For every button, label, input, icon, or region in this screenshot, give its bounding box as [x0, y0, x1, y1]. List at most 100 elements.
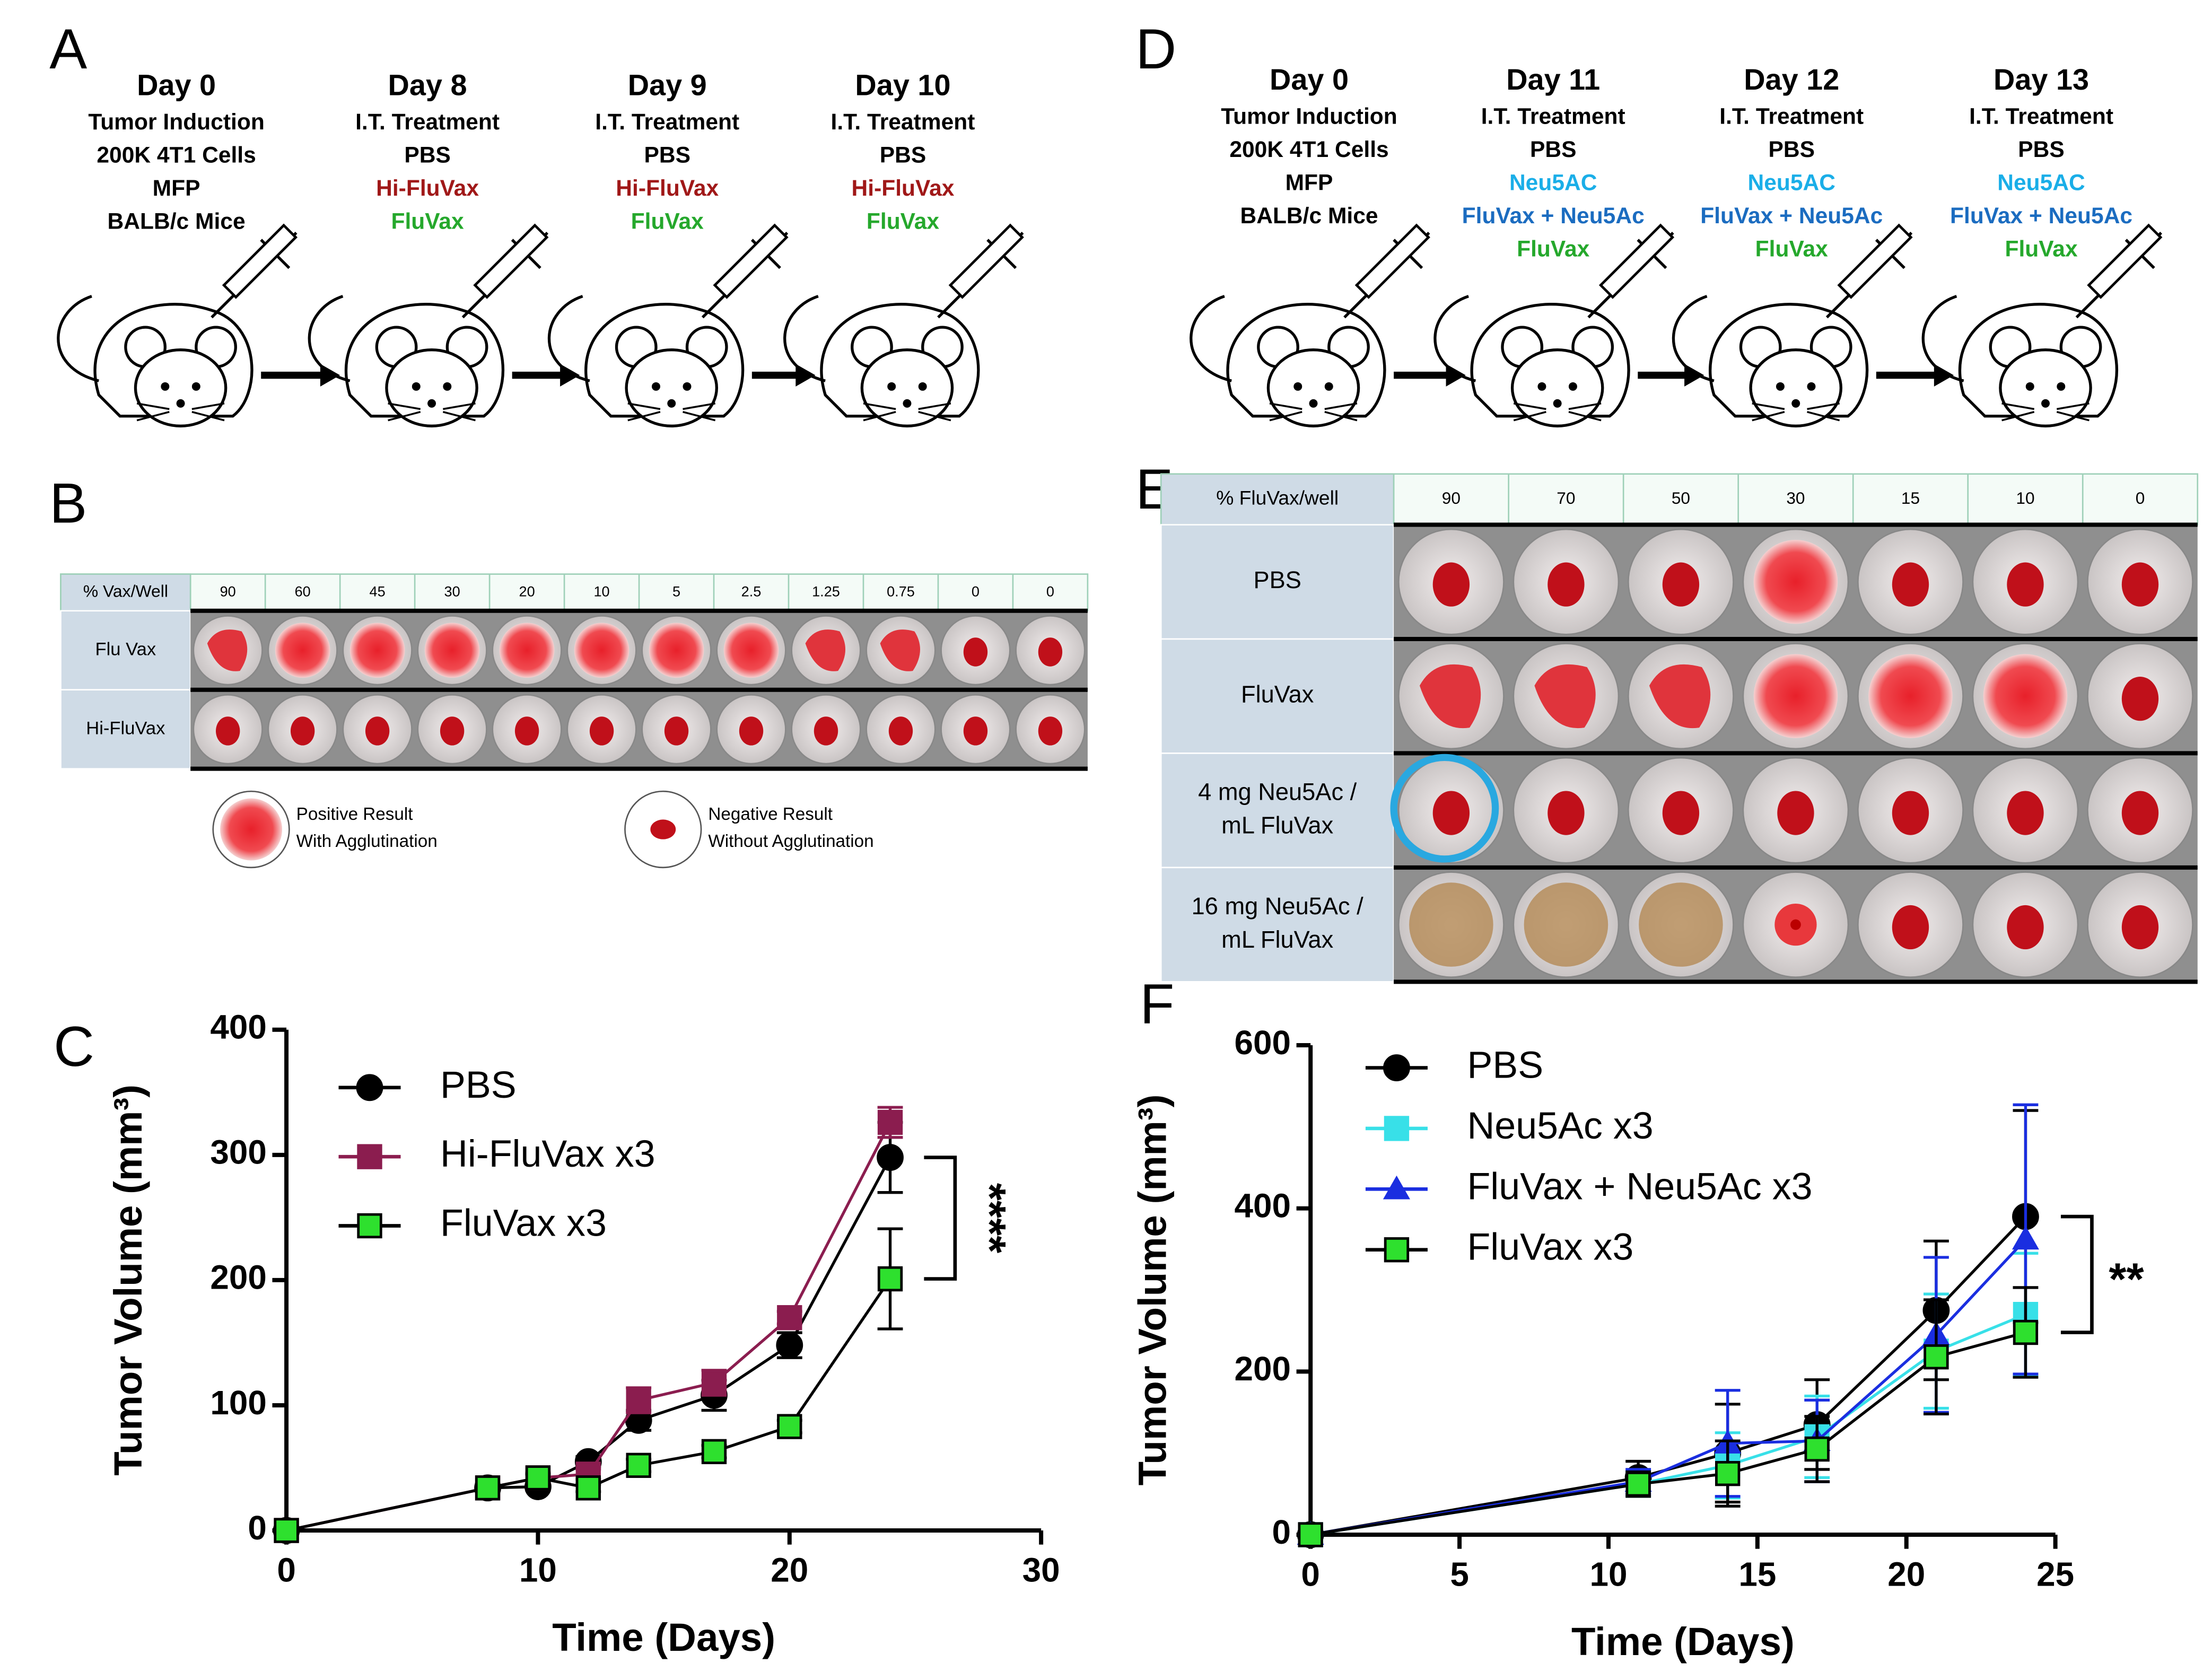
- marker: [1804, 1436, 1830, 1462]
- marker: [1715, 1460, 1741, 1486]
- row-label: PBS: [1253, 566, 1301, 593]
- timeline-text: 200K 4T1 Cells: [97, 142, 256, 168]
- well-spot: [424, 623, 480, 678]
- column-label: 10: [2016, 488, 2034, 508]
- timeline-text: Neu5AC: [1509, 170, 1597, 195]
- series-line: [1310, 1313, 2026, 1536]
- legend-spot: [650, 819, 676, 839]
- y-axis-label: Tumor Volume (mm³): [1130, 1095, 1174, 1486]
- timeline-text: Tumor Induction: [1221, 103, 1397, 129]
- timeline-text: FluVax + Neu5Ac: [1700, 203, 1883, 229]
- well-spot: [1662, 791, 1700, 835]
- timeline-text: Day 12: [1744, 63, 1839, 96]
- timeline-text: Day 10: [855, 68, 950, 102]
- well-spot: [814, 716, 838, 746]
- row-label: 16 mg Neu5Ac /: [1192, 892, 1364, 920]
- row-label: Hi-FluVax: [86, 718, 165, 738]
- timeline-text: Day 8: [388, 68, 467, 102]
- row-cell: [60, 689, 191, 770]
- well-spot: [963, 637, 988, 667]
- row-label: mL FluVax: [1221, 812, 1333, 839]
- well-spot: [1547, 562, 1585, 607]
- timeline-text: Day 9: [628, 68, 707, 102]
- timeline-text: FluVax: [391, 209, 464, 234]
- well-spot: [649, 623, 704, 678]
- well-spot: [440, 716, 465, 746]
- timeline-text: FluVax: [867, 209, 939, 234]
- marker: [701, 1370, 727, 1396]
- row-label: Flu Vax: [95, 639, 156, 659]
- timeline-text: PBS: [1768, 137, 1814, 162]
- y-axis-label: Tumor Volume (mm³): [106, 1084, 150, 1476]
- marker: [525, 1465, 551, 1491]
- well-spot: [1038, 637, 1063, 667]
- x-axis-label: Time (Days): [552, 1615, 775, 1659]
- timeline-text: I.T. Treatment: [1481, 103, 1625, 129]
- timeline-text: BALB/c Mice: [108, 209, 246, 234]
- x-axis-label: Time (Days): [1571, 1620, 1795, 1664]
- y-tick-label: 400: [210, 1008, 267, 1046]
- marker: [877, 1266, 903, 1292]
- marker: [2012, 1226, 2040, 1250]
- well-spot: [1892, 791, 1929, 835]
- timeline-text: FluVax: [631, 209, 704, 234]
- timeline-text: FluVax + Neu5Ac: [1462, 203, 1645, 229]
- column-label: 0: [1046, 583, 1054, 599]
- legend-text: Without Agglutination: [708, 832, 873, 851]
- x-tick-label: 10: [519, 1551, 557, 1589]
- timeline-text: Day 11: [1506, 63, 1600, 96]
- column-label: 0: [972, 583, 980, 599]
- mouse-icon: [1191, 225, 1429, 426]
- y-tick-label: 600: [1234, 1023, 1290, 1062]
- legend-marker: [1383, 1175, 1410, 1200]
- well-spot: [963, 716, 988, 746]
- marker: [626, 1452, 651, 1478]
- column-label: 45: [370, 583, 386, 599]
- well-spot: [723, 623, 779, 678]
- marker: [1298, 1522, 1323, 1547]
- marker: [1924, 1344, 1949, 1370]
- column-label: 70: [1557, 488, 1575, 508]
- x-tick-label: 0: [277, 1551, 296, 1589]
- legend-label: Hi-FluVax x3: [440, 1133, 655, 1175]
- well-spot: [215, 716, 240, 746]
- legend-spot: [220, 798, 283, 861]
- panel-label: A: [49, 18, 87, 81]
- series-line: [1310, 1215, 2027, 1536]
- marker: [877, 1109, 903, 1135]
- timeline-text: I.T. Treatment: [355, 109, 500, 135]
- panel-label: B: [49, 472, 87, 535]
- well-spot: [1777, 791, 1814, 835]
- well-spot: [365, 716, 390, 746]
- well-spot: [1419, 664, 1481, 729]
- timeline-text: Hi-FluVax: [852, 176, 955, 201]
- well-spot: [2007, 562, 2044, 607]
- well-spot: [2007, 905, 2044, 950]
- legend-marker: [1383, 1054, 1410, 1081]
- header-cell: [1160, 473, 1395, 526]
- column-label: 20: [519, 583, 535, 599]
- column-label: 90: [220, 583, 236, 599]
- well-spot: [574, 623, 629, 678]
- x-tick-label: 10: [1589, 1555, 1627, 1594]
- x-tick-label: 0: [1301, 1555, 1320, 1594]
- well-spot: [2121, 905, 2159, 950]
- timeline-text: PBS: [644, 142, 690, 168]
- marker: [475, 1475, 501, 1501]
- header-label: % Vax/Well: [83, 582, 168, 601]
- well-spot: [1662, 562, 1700, 607]
- significance-label: **: [2109, 1255, 2144, 1305]
- legend-text: Positive Result: [296, 804, 413, 824]
- legend-label: PBS: [1467, 1044, 1543, 1087]
- well-spot: [1983, 654, 2068, 738]
- well-spot: [1409, 882, 1493, 967]
- legend-marker: [1384, 1116, 1410, 1141]
- well-spot: [1892, 562, 1929, 607]
- well-strip: [190, 689, 1088, 769]
- y-tick-label: 0: [1272, 1513, 1291, 1551]
- row-cell: [1160, 752, 1395, 869]
- legend-marker: [356, 1074, 383, 1101]
- x-tick-label: 25: [2036, 1555, 2074, 1594]
- well-spot: [1790, 919, 1801, 930]
- column-label: 2.5: [741, 583, 762, 599]
